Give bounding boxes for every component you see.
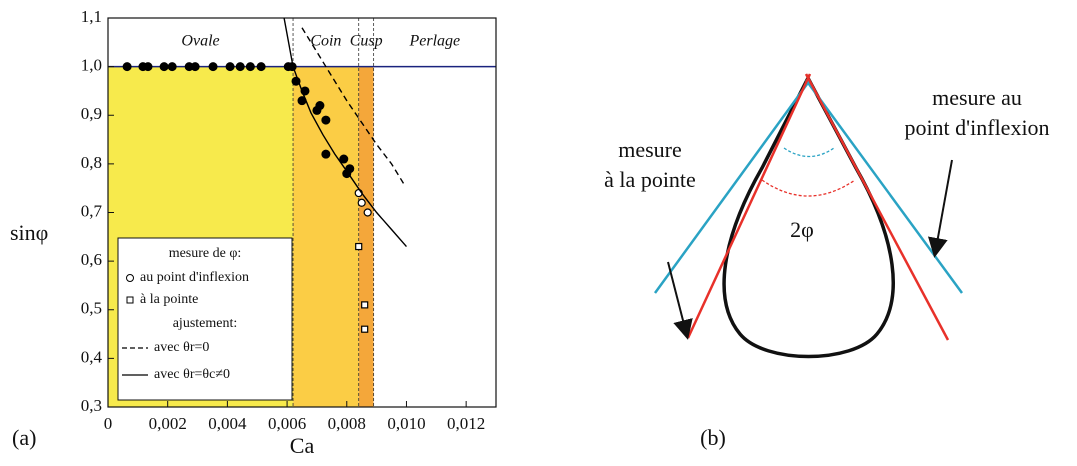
x-tick-label: 0,010 [387, 414, 425, 433]
y-tick-label: 1,1 [81, 7, 102, 26]
legend-marker [126, 274, 134, 282]
point [256, 62, 266, 72]
tangent-inflexion [653, 79, 812, 294]
region-label: Ovale [181, 33, 219, 50]
fit-curve [301, 27, 405, 184]
x-tick-label: 0,004 [208, 414, 247, 433]
angle-label: 2φ [790, 217, 814, 242]
point [312, 105, 322, 115]
panel-b: mesure à la pointe mesure au point d'inf… [604, 73, 1050, 450]
x-tick-label: 0,002 [149, 414, 187, 433]
angle-arc [761, 179, 856, 197]
point [122, 62, 132, 72]
point [167, 62, 177, 72]
annotation: à la pointe [604, 167, 696, 192]
point [235, 62, 245, 72]
point [143, 62, 153, 72]
annotation: mesure au [932, 85, 1022, 110]
angle-arc [783, 147, 835, 158]
legend-label: avec θr=θc≠0 [154, 367, 230, 382]
point [357, 198, 366, 207]
legend-label: avec θr=0 [154, 340, 209, 355]
x-tick-label: 0 [104, 414, 113, 433]
point [339, 154, 349, 164]
legend: mesure de φ: au point d'inflexion à la poi… [117, 237, 293, 401]
y-tick-label: 0,8 [81, 153, 102, 172]
panel-label: (a) [12, 425, 36, 450]
legend-label: au point d'inflexion [140, 270, 249, 285]
arrow [928, 159, 953, 258]
region-label: Perlage [408, 33, 460, 50]
point [361, 325, 369, 333]
point [361, 301, 369, 309]
y-tick-label: 0,3 [81, 396, 102, 415]
point [245, 62, 255, 72]
point [190, 62, 200, 72]
x-tick-label: 0,008 [328, 414, 366, 433]
y-axis-label: sinφ [10, 220, 48, 245]
panel-label: (b) [700, 425, 726, 450]
y-tick-label: 0,5 [81, 299, 102, 318]
legend-subtitle: ajustement: [173, 316, 238, 331]
point [321, 115, 331, 125]
point [345, 164, 355, 174]
point [355, 242, 363, 251]
tangent-inflexion [804, 79, 964, 294]
annotation: mesure [618, 137, 682, 162]
legend-box [117, 237, 293, 401]
arrow [667, 261, 693, 340]
point [321, 149, 331, 159]
legend-label: à la pointe [140, 292, 198, 307]
tangent-pointe [686, 73, 812, 339]
point [208, 62, 218, 72]
x-tick-label: 0,006 [268, 414, 306, 433]
annotation: point d'inflexion [904, 115, 1049, 140]
point [225, 62, 235, 72]
y-tick-label: 0,7 [81, 201, 103, 220]
legend-marker [126, 296, 134, 304]
fit-curve [283, 17, 407, 247]
region-label: Cusp [350, 33, 383, 50]
plot-area: Ovale Coin Cusp Perlage 0 0,002 0,004 0,006 0,00… [81, 7, 497, 433]
y-tick-label: 0,9 [81, 104, 102, 123]
point [297, 96, 307, 106]
x-axis-label: Ca [290, 433, 315, 458]
x-tick-label: 0,012 [447, 414, 485, 433]
tangent-pointe [804, 73, 950, 341]
legend-title: mesure de φ: [169, 246, 242, 261]
y-tick-label: 0,6 [81, 250, 102, 269]
region [358, 66, 374, 407]
plot-frame [107, 17, 497, 408]
y-tick-label: 1,0 [81, 56, 102, 75]
y-tick-label: 0,4 [81, 347, 103, 366]
region-label: Coin [310, 33, 341, 50]
point [363, 208, 372, 217]
region [373, 66, 496, 407]
point [159, 62, 169, 72]
